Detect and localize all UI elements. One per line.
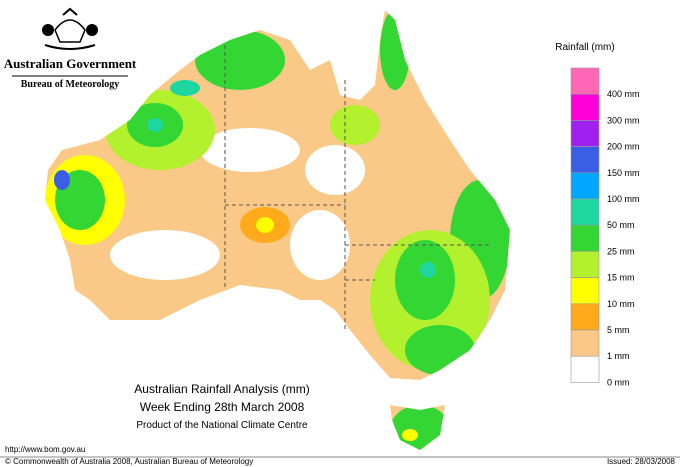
legend-swatch — [570, 67, 600, 95]
bureau: Bureau of Meteorology — [21, 79, 120, 90]
footer-issued: Issued: 28/03/2008 — [607, 457, 676, 466]
legend: 400 mm 300 mm 200 mm 150 mm 100 mm 50 mm 25 mm… — [570, 67, 640, 387]
footer-url: http://www.bom.gov.au — [5, 445, 85, 454]
legend-label: 0 mm — [607, 377, 630, 387]
legend-label: 400 mm — [607, 89, 640, 99]
legend-swatch — [570, 224, 600, 252]
logo: Australian Government Bureau of Meteorol… — [4, 7, 137, 90]
state-borders — [224, 45, 490, 330]
legend-swatch — [570, 303, 600, 331]
map-subtitle: Week Ending 28th March 2008 — [140, 400, 305, 414]
legend-label: 100 mm — [607, 194, 640, 204]
legend-swatch — [570, 146, 600, 174]
legend-label: 150 mm — [607, 168, 640, 178]
legend-label: 5 mm — [607, 325, 630, 335]
map-credit: Product of the National Climate Centre — [136, 420, 308, 431]
government: Australian Government — [4, 56, 137, 71]
legend-swatch — [570, 277, 600, 305]
legend-label: 15 mm — [607, 273, 635, 283]
legend-title: Rainfall (mm) — [555, 42, 614, 53]
legend-swatch — [570, 120, 600, 147]
footer-copyright: © Commonwealth of Australia 2008, Austra… — [5, 457, 253, 466]
legend-swatch — [570, 355, 600, 383]
legend-label: 200 mm — [607, 142, 640, 152]
legend-swatch — [570, 93, 600, 121]
map-title: Australian Rainfall Analysis (mm) — [134, 382, 309, 396]
legend-swatch — [570, 329, 600, 357]
legend-swatch — [570, 198, 600, 226]
legend-label: 50 mm — [607, 220, 635, 230]
legend-label: 25 mm — [607, 246, 635, 256]
legend-label: 1 mm — [607, 351, 630, 361]
legend-label: 10 mm — [607, 299, 635, 309]
legend-swatch — [570, 172, 600, 200]
legend-label: 300 mm — [607, 115, 640, 125]
legend-swatch — [570, 251, 600, 278]
